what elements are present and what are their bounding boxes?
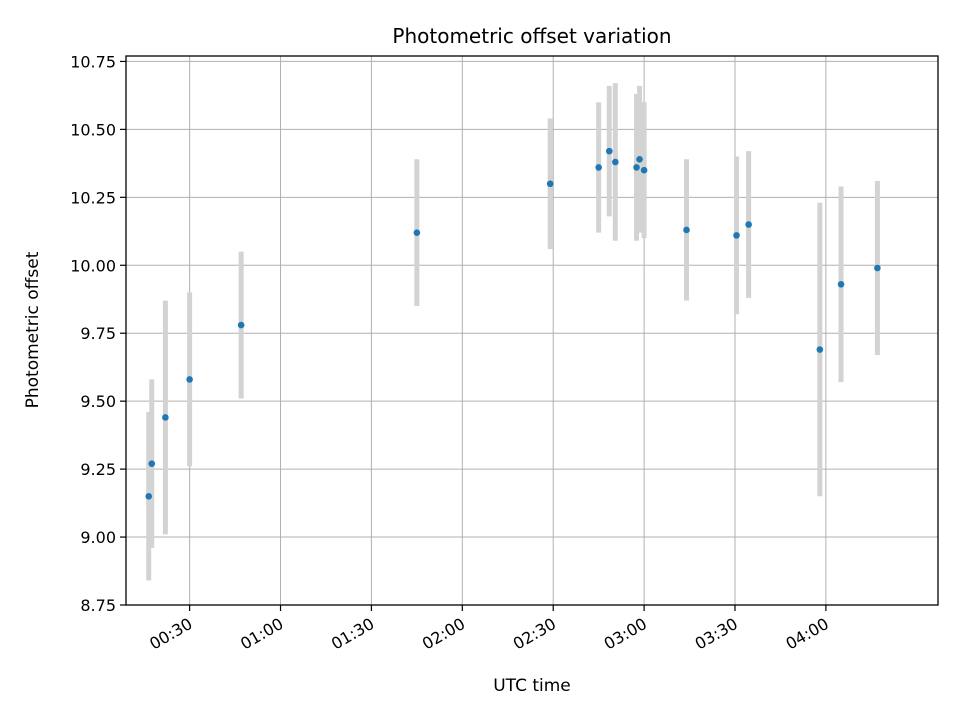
data-point (148, 460, 156, 467)
data-point (145, 492, 153, 500)
y-tick-label: 10.75 (70, 52, 116, 71)
y-tick-label: 9.50 (80, 392, 116, 411)
data-point (546, 180, 554, 188)
data-point (186, 376, 193, 383)
data-points (145, 147, 881, 500)
y-axis-ticks: 8.75 9.00 9.25 9.50 9.75 10.00 10.25 10.50 10.75 (70, 52, 126, 615)
data-point (636, 155, 643, 163)
data-point (816, 346, 824, 353)
data-point (595, 164, 602, 171)
y-axis-label: Photometric offset (23, 251, 43, 408)
y-tick-label: 8.75 (80, 596, 116, 615)
y-tick-label: 9.00 (80, 528, 116, 547)
plot-area-frame (125, 55, 939, 606)
y-tick-label: 10.00 (70, 256, 116, 275)
data-point (837, 280, 845, 288)
x-axis-label: UTC time (493, 676, 571, 696)
data-point (683, 226, 690, 234)
data-point (733, 232, 740, 239)
data-point (633, 164, 640, 171)
y-tick-label: 10.25 (70, 188, 116, 207)
y-tick-label: 9.75 (80, 324, 116, 343)
chart-title: Photometric offset variation (392, 24, 671, 48)
data-point (605, 147, 613, 155)
data-point (612, 158, 619, 166)
y-tick-label: 9.25 (80, 460, 116, 479)
data-point (162, 414, 169, 421)
data-point (640, 166, 648, 174)
data-point (745, 221, 752, 228)
data-point (874, 264, 881, 272)
data-point (413, 229, 421, 236)
data-point (237, 321, 245, 329)
y-tick-label: 10.50 (70, 120, 116, 139)
